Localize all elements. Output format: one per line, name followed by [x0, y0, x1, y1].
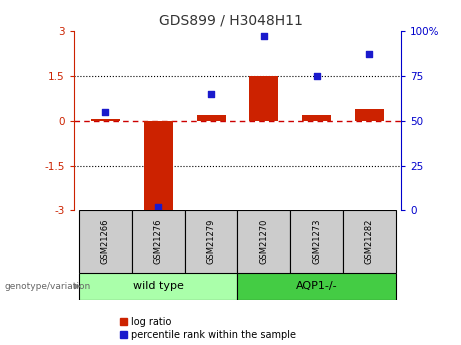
Bar — [79, 210, 132, 273]
Point — [207, 91, 215, 97]
Bar — [132, 210, 184, 273]
Text: GSM21279: GSM21279 — [207, 219, 216, 264]
Bar — [290, 210, 343, 273]
Bar — [343, 210, 396, 273]
Bar — [355, 109, 384, 121]
Bar — [249, 76, 278, 121]
Text: GSM21273: GSM21273 — [312, 219, 321, 264]
Point — [260, 34, 267, 39]
Point — [154, 204, 162, 210]
Text: genotype/variation: genotype/variation — [5, 282, 91, 291]
Bar — [196, 115, 225, 121]
Text: AQP1-/-: AQP1-/- — [296, 282, 337, 291]
Bar — [184, 210, 237, 273]
Bar — [79, 273, 237, 300]
Legend: log ratio, percentile rank within the sample: log ratio, percentile rank within the sa… — [120, 317, 296, 340]
Text: wild type: wild type — [133, 282, 183, 291]
Point — [366, 52, 373, 57]
Bar — [237, 273, 396, 300]
Text: GSM21282: GSM21282 — [365, 219, 374, 264]
Text: GSM21276: GSM21276 — [154, 219, 163, 264]
Point — [313, 73, 320, 79]
Bar — [91, 119, 120, 121]
Bar — [237, 210, 290, 273]
Point — [102, 109, 109, 115]
Text: GSM21270: GSM21270 — [259, 219, 268, 264]
Bar — [144, 121, 173, 210]
Bar — [302, 115, 331, 121]
Text: GDS899 / H3048H11: GDS899 / H3048H11 — [159, 14, 302, 28]
Text: GSM21266: GSM21266 — [101, 219, 110, 264]
